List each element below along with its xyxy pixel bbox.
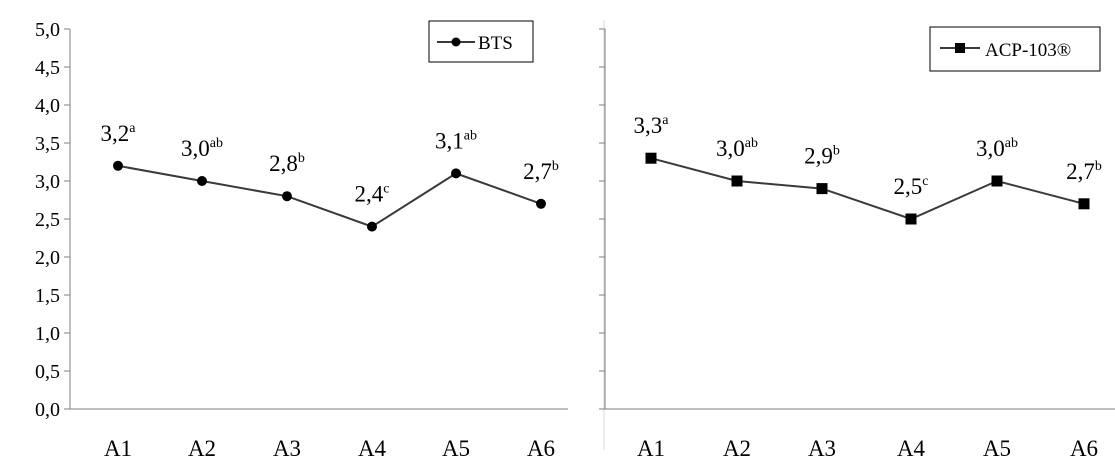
y-tick-label: 5,0 [35, 19, 60, 41]
data-point [816, 183, 828, 195]
left-series: 3,2a 3,0ab 2,8b 2,4c 3,1ab 2,7b [101, 121, 559, 232]
right-legend-label: ACP-103® [985, 40, 1071, 61]
series-line [117, 164, 542, 228]
data-point [536, 198, 546, 209]
left-chart: 0,0 0,5 1,0 1,5 2,0 2,5 3,0 3,5 4,0 4,5 5,0 A1 A2 A3… [35, 19, 568, 461]
x-tick-label: A5 [983, 436, 1011, 461]
y-tick-label: 2,5 [35, 209, 60, 231]
x-tick-label: A6 [1070, 436, 1098, 461]
data-label: 3,0ab [716, 136, 758, 161]
right-chart: A1 A2 A3 A4 A5 A6 3,3a3,0ab2,9b2,5c3,0ab2,7b … [599, 26, 1115, 461]
data-label: 2,5c [894, 174, 929, 199]
data-point [367, 221, 377, 232]
data-label: 2,7b [523, 159, 559, 184]
x-tick-label: A4 [897, 436, 926, 461]
left-legend: BTS [428, 20, 534, 63]
x-tick-label: A4 [358, 436, 387, 461]
y-tick-label: 0,5 [35, 361, 60, 383]
data-point [197, 176, 207, 186]
x-tick-label: A1 [104, 436, 132, 461]
x-tick-label: A3 [273, 436, 301, 461]
data-point [451, 168, 461, 179]
data-label: 2,8b [269, 151, 305, 176]
data-point [905, 213, 917, 225]
y-tick-label: 1,0 [35, 323, 60, 345]
y-tick-label: 0,0 [35, 399, 60, 421]
right-legend-marker [955, 43, 965, 53]
data-point [991, 175, 1003, 187]
data-label: 2,4c [355, 182, 390, 207]
y-tick-label: 3,5 [35, 133, 60, 155]
x-tick-label: A1 [637, 436, 665, 461]
x-tick-label: A6 [527, 436, 555, 461]
data-label: 3,0ab [976, 136, 1018, 161]
left-y-axis: 0,0 0,5 1,0 1,5 2,0 2,5 3,0 3,5 4,0 4,5 5,0 [35, 19, 71, 421]
data-point [113, 160, 123, 171]
right-series: 3,3a 3,0ab 2,9b 2,5c 3,0ab 2,7b [634, 113, 1102, 225]
data-label: 2,9b [804, 144, 840, 169]
left-legend-label: BTS [478, 33, 513, 54]
y-tick-label: 4,5 [35, 57, 60, 79]
x-tick-label: A2 [723, 436, 751, 461]
left-legend-marker [451, 37, 461, 47]
data-point [731, 175, 743, 187]
x-tick-label: A5 [442, 436, 470, 461]
x-tick-label: A3 [808, 436, 836, 461]
data-label: 3,2a [101, 121, 137, 146]
data-point [1078, 198, 1090, 210]
right-legend: ACP-103® [929, 26, 1101, 72]
y-tick-label: 1,5 [35, 285, 60, 307]
y-tick-label: 4,0 [35, 95, 60, 117]
data-label: 2,7b [1066, 159, 1102, 184]
x-tick-label: A2 [188, 436, 216, 461]
left-x-axis: A1 A2 A3 A4 A5 A6 [70, 408, 568, 461]
data-point [645, 152, 657, 164]
right-x-axis: A1 A2 A3 A4 A5 A6 [605, 408, 1115, 461]
right-y-axis [599, 28, 606, 410]
data-label: 3,1ab [435, 128, 477, 153]
y-tick-label: 3,0 [35, 171, 60, 193]
data-point [282, 191, 292, 202]
series-line [650, 157, 1085, 221]
y-tick-label: 2,0 [35, 247, 60, 269]
data-label: 3,3a [634, 113, 670, 138]
data-label: 3,0ab [181, 136, 223, 161]
